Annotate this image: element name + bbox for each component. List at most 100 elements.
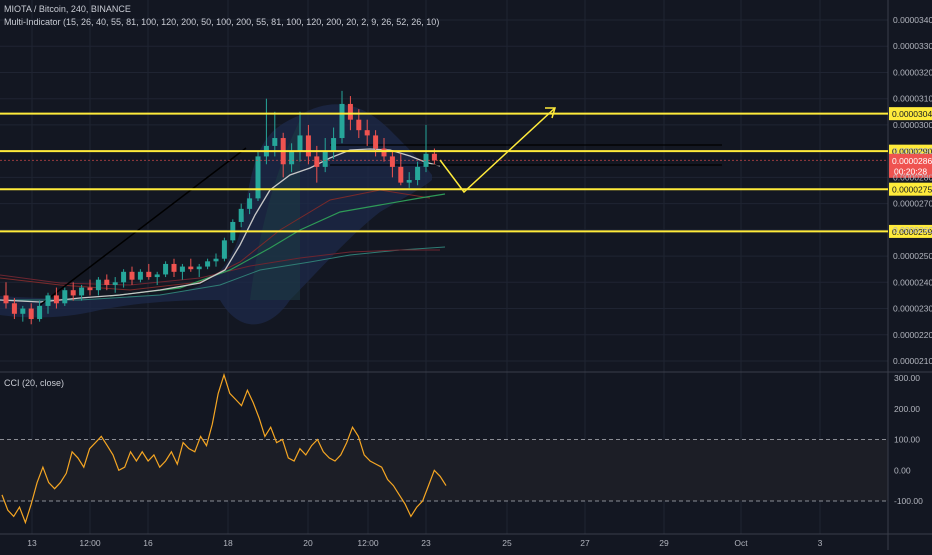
projection-arrowhead [545, 107, 557, 119]
candle-body [11, 303, 17, 314]
candle-body [272, 138, 278, 146]
candle-body [79, 287, 85, 296]
time-axis-tick-label: 18 [223, 538, 233, 548]
ma-line-maroon [0, 249, 440, 286]
candle-body [154, 274, 160, 278]
candle-body [331, 138, 337, 152]
candle-body [389, 156, 395, 167]
price-axis-tick-label: 0.00002100 [893, 356, 932, 366]
time-axis-tick-label: 20 [303, 538, 313, 548]
candle-body [45, 295, 51, 306]
time-axis-tick-label: 25 [502, 538, 512, 548]
level-label: 0.00002755 [892, 185, 932, 195]
candle-body [196, 266, 202, 270]
cci-axis-tick-label: 300.00 [894, 373, 920, 383]
cci-title: CCI (20, close) [4, 378, 65, 388]
candle-body [3, 295, 9, 304]
candle-body [121, 271, 127, 283]
level-label-bg [889, 224, 932, 238]
candle-body [95, 279, 101, 291]
candle-body [28, 308, 34, 320]
time-axis-tick-label: 16 [143, 538, 153, 548]
candle-body [20, 308, 26, 314]
candle-body [221, 240, 227, 259]
current-price-label: 0.00002865 [892, 156, 932, 166]
candle-body [62, 290, 68, 304]
time-axis-tick-label: 27 [580, 538, 590, 548]
cci-axis-tick-label: 200.00 [894, 404, 920, 414]
candle-body [129, 271, 135, 280]
candle-body [112, 282, 118, 285]
cci-band [0, 439, 888, 501]
candle-body [406, 180, 412, 183]
time-axis-tick-label: 23 [421, 538, 431, 548]
cci-axis-tick-label: 100.00 [894, 435, 920, 445]
indicator-legend: Multi-Indicator (15, 26, 40, 55, 81, 100… [4, 17, 440, 27]
candle-body [364, 130, 370, 136]
candle-body [339, 103, 345, 139]
candle-body [70, 290, 76, 296]
candle-body [347, 103, 353, 120]
candle-body [213, 258, 219, 262]
candle-body [297, 135, 303, 152]
cci-axis-tick-label: 0.00 [894, 465, 911, 475]
candle-body [289, 151, 295, 165]
time-axis-tick-label: 13 [27, 538, 37, 548]
candle-body [171, 263, 177, 272]
candle-body [205, 261, 211, 267]
level-label-bg [889, 182, 932, 196]
cci-axis-tick-label: -100.00 [894, 496, 923, 506]
ichimoku-cloud [250, 120, 300, 300]
candle-body [431, 153, 437, 161]
candle-body [53, 295, 59, 304]
candle-body [87, 287, 93, 291]
candle-body [137, 271, 143, 280]
time-axis-tick-label: Oct [734, 538, 748, 548]
countdown-label: 00:20:28 [894, 166, 927, 176]
time-axis-tick-label: 29 [659, 538, 669, 548]
candle-body [188, 266, 194, 270]
current-price-bg [889, 153, 932, 178]
level-label-bg [889, 107, 932, 121]
trend-line [39, 147, 247, 306]
cci-line [1, 372, 447, 525]
chart-title: MIOTA / Bitcoin, 240, BINANCE [4, 4, 131, 14]
candle-body [314, 156, 320, 167]
candle-body [415, 166, 421, 181]
candle-body [305, 135, 311, 157]
level-label: 0.00002594 [892, 227, 932, 237]
projection-arrow-path [439, 107, 556, 194]
candle-body [163, 263, 169, 275]
ma-line-teal [0, 246, 446, 301]
time-axis-tick-label: 12:00 [79, 538, 101, 548]
candle-body [381, 148, 387, 157]
candle-body [146, 271, 152, 278]
candle-body [373, 135, 379, 149]
time-axis-tick-label: 12:00 [357, 538, 379, 548]
candle-body [247, 198, 253, 209]
time-axis-tick-label: 3 [818, 538, 823, 548]
candle-body [238, 208, 244, 222]
candle-body [37, 305, 43, 320]
candle-body [255, 156, 261, 199]
ma-line-green [109, 193, 446, 297]
ma-line-red [0, 189, 431, 291]
level-label: 0.00003043 [892, 109, 932, 119]
candle-body [322, 151, 328, 167]
